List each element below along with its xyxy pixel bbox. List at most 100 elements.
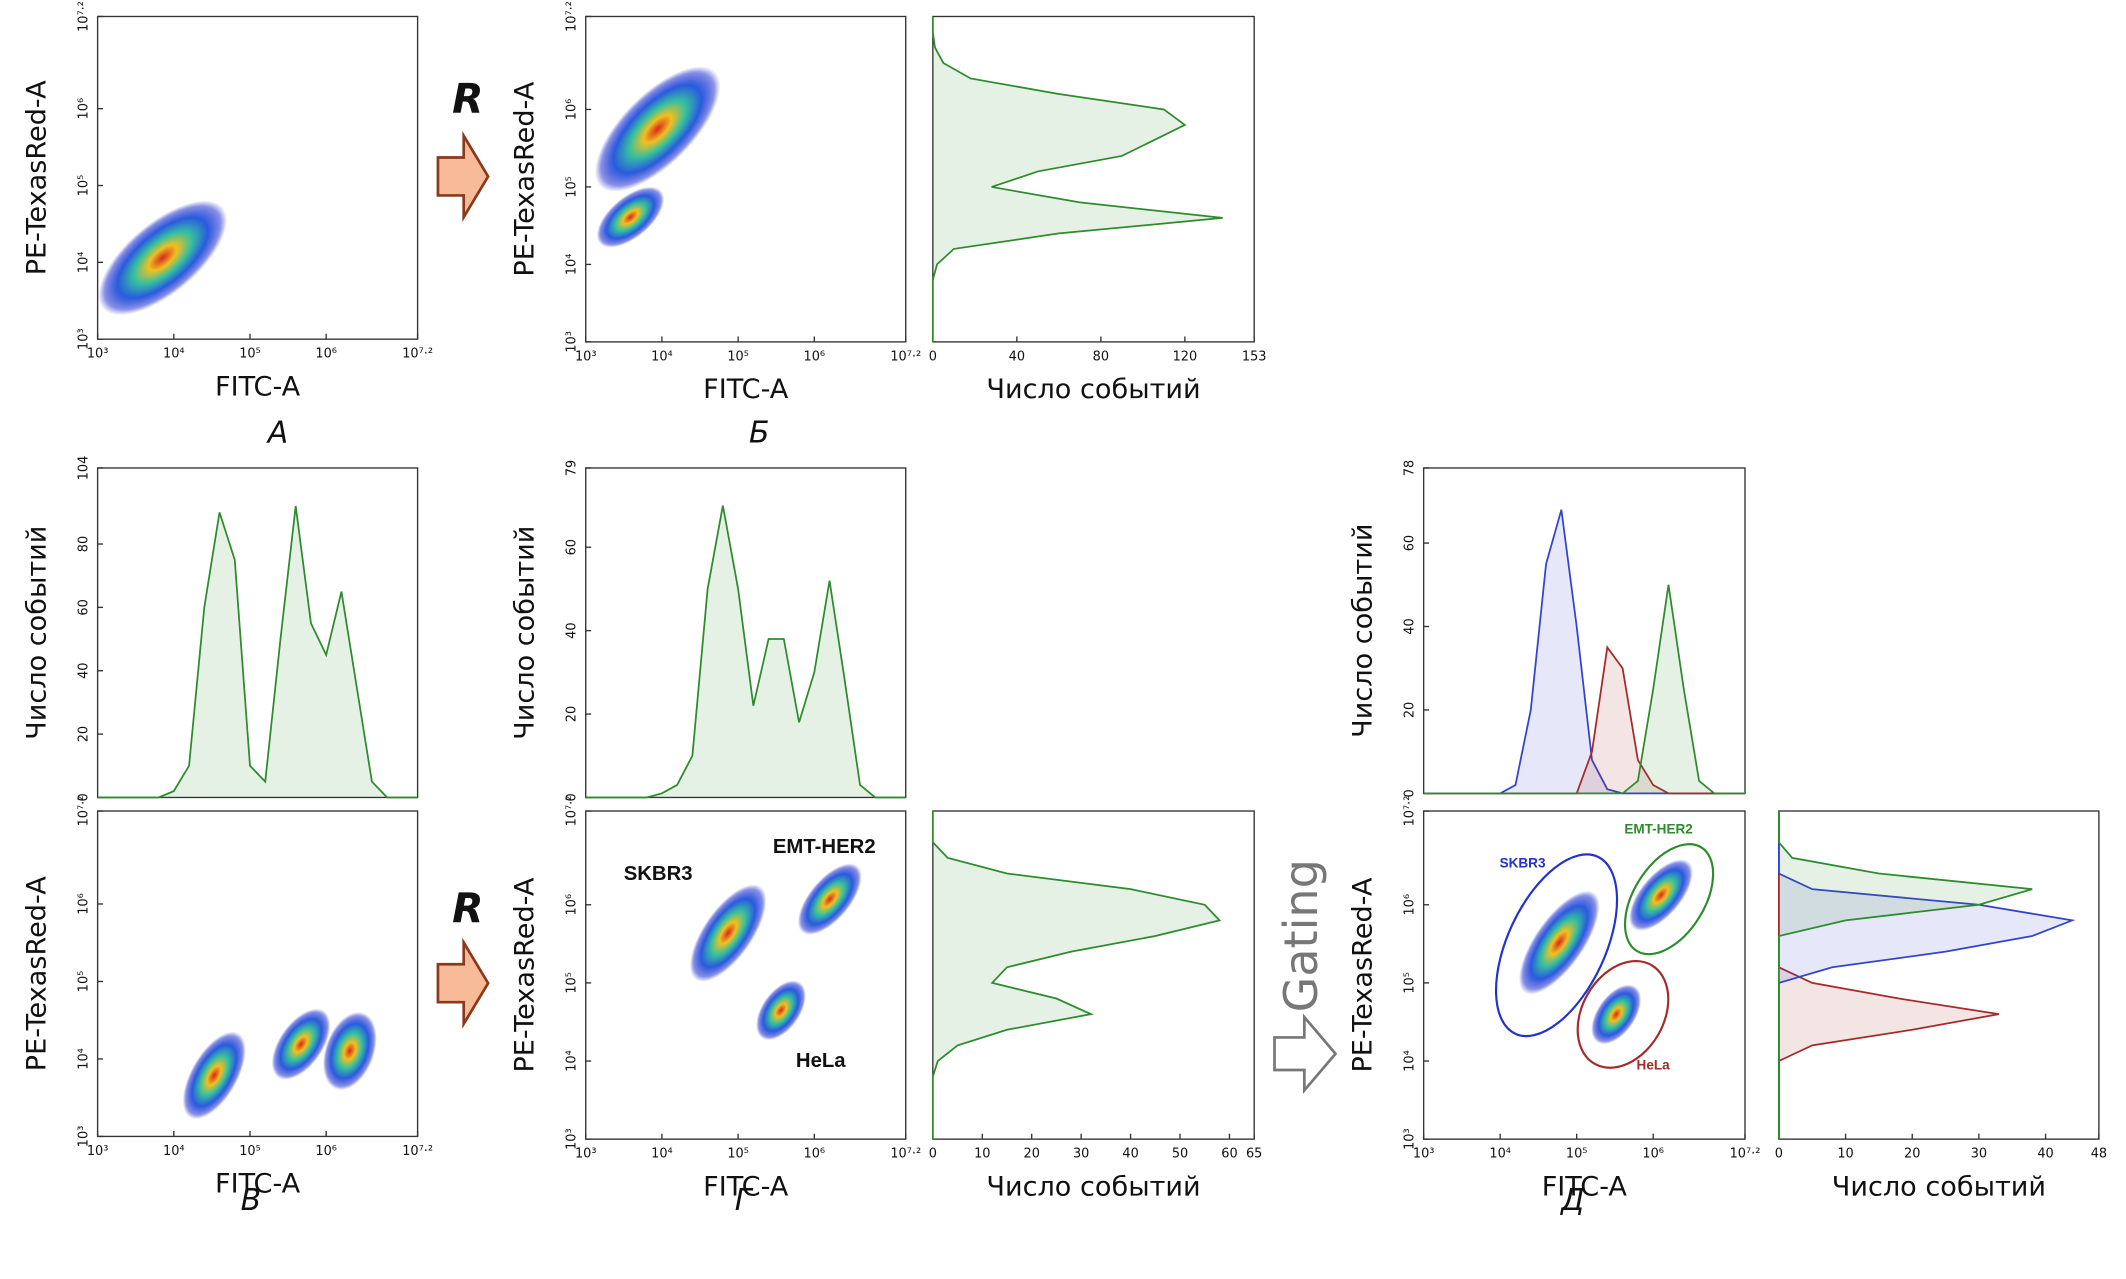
plot-frame (96, 810, 419, 1138)
x-tick-label: 10⁵ (239, 347, 261, 362)
x-tick-label: 30 (1971, 1147, 1987, 1162)
x-tick-label: 48 (2091, 1147, 2107, 1162)
x-tick-label: 120 (1173, 349, 1198, 364)
y-tick-label: 10³ (565, 1128, 580, 1150)
histogram-area (1423, 509, 1746, 794)
y-tick-label: 0 (1403, 789, 1418, 797)
panel-label: А (266, 416, 288, 451)
charts: 10³ 10⁴ 10⁵ 10⁶ 10⁷·² 10³ 10⁴ 10⁵ 10⁶ 10⁷·² FITC-A… (21, 1, 2107, 1202)
histogram-area (1423, 584, 1746, 794)
x-tick-label: 20 (1904, 1147, 1920, 1162)
plot-frame (585, 467, 907, 799)
x-tick-label: 0 (929, 349, 937, 364)
y-axis-label: PE-TexasRed-A (510, 81, 541, 276)
x-tick-label: 30 (1073, 1147, 1089, 1162)
x-tick-label: 10⁶ (315, 347, 337, 362)
x-tick-label: 40 (2037, 1147, 2053, 1162)
histogram-line (1423, 584, 1746, 795)
panel-label: Г (735, 1183, 754, 1218)
density-cloud (596, 186, 665, 248)
density-cloud (98, 200, 228, 316)
y-tick-label: 10⁴ (77, 1048, 92, 1070)
cluster-label: SKBR3 (1500, 855, 1546, 870)
y-tick-label: 10⁶ (1403, 894, 1418, 916)
y-tick-label: 10⁵ (1403, 972, 1418, 994)
y-tick-label: 10³ (77, 328, 92, 350)
x-tick-label: 10⁴ (651, 349, 673, 364)
plot-frame (932, 15, 1255, 343)
cluster-label: EMT-HER2 (1624, 822, 1692, 837)
histogram-line (931, 16, 1223, 342)
y-axis-label: PE-TexasRed-A (510, 877, 541, 1072)
histogram-line (585, 505, 906, 799)
density-cloud (182, 1031, 246, 1120)
y-tick-label: 0 (565, 793, 580, 801)
y-tick-label: 10⁶ (77, 98, 92, 120)
y-tick-label: 10⁶ (565, 894, 580, 916)
y-tick-label: 10⁷·² (565, 1, 580, 32)
y-tick-label: 20 (1403, 702, 1418, 718)
density-cloud (271, 1008, 331, 1080)
y-tick-label: 10⁵ (77, 971, 92, 993)
y-tick-label: 60 (77, 599, 92, 615)
histogram-area (932, 16, 1223, 342)
x-tick-label: 10³ (87, 1144, 109, 1159)
x-tick-label: 40 (1122, 1147, 1138, 1162)
panel-label: Д (1559, 1183, 1584, 1218)
x-axis-label: FITC-A (703, 374, 789, 405)
histogram-area (1778, 811, 2033, 1140)
panel-label: В (241, 1183, 261, 1218)
x-axis-label: Число событий (1832, 1171, 2046, 1202)
x-tick-label: 10⁷·² (402, 1144, 433, 1159)
x-tick-label: 10³ (575, 349, 597, 364)
y-axis-label: PE-TexasRed-A (21, 876, 52, 1071)
y-axis-label: Число событий (21, 526, 52, 740)
x-tick-label: 80 (1093, 349, 1109, 364)
plot-frame (585, 810, 907, 1140)
plot-frame (932, 810, 1255, 1140)
y-axis-label: Число событий (1348, 524, 1379, 738)
arrow (436, 130, 490, 223)
x-tick-label: 10⁴ (163, 1144, 185, 1159)
gate (1576, 959, 1670, 1069)
x-tick-label: 0 (929, 1147, 937, 1162)
x-tick-label: 10⁷·² (890, 349, 921, 364)
y-tick-label: 10⁵ (77, 175, 92, 197)
gate (1623, 843, 1715, 956)
gate (1494, 853, 1619, 1038)
y-tick-label: 10³ (77, 1126, 92, 1148)
y-tick-label: 10⁴ (77, 252, 92, 274)
x-tick-label: 20 (1024, 1147, 1040, 1162)
y-tick-label: 10³ (1403, 1128, 1418, 1150)
x-tick-label: 65 (1246, 1147, 1262, 1162)
y-tick-label: 79 (565, 460, 580, 476)
y-tick-label: 60 (1403, 535, 1418, 551)
y-tick-label: 10⁷·² (77, 796, 92, 827)
y-tick-label: 10⁵ (565, 972, 580, 994)
y-axis-label: PE-TexasRed-A (21, 80, 52, 275)
density-cloud (1591, 984, 1642, 1045)
arrow-label: Gating (1274, 859, 1328, 1012)
y-tick-label: 10⁴ (1403, 1050, 1418, 1072)
y-tick-label: 10⁷·² (77, 1, 92, 32)
arrow (1273, 1013, 1338, 1095)
x-tick-label: 60 (1221, 1147, 1237, 1162)
arrow (436, 937, 490, 1029)
x-tick-label: 10⁶ (315, 1144, 337, 1159)
y-tick-label: 10⁵ (565, 176, 580, 198)
x-tick-label: 10³ (575, 1147, 597, 1162)
y-tick-label: 10⁶ (565, 99, 580, 121)
y-tick-label: 60 (565, 539, 580, 555)
x-tick-label: 153 (1242, 349, 1267, 364)
x-tick-label: 10³ (1413, 1147, 1435, 1162)
cluster-label: HeLa (1637, 1057, 1671, 1072)
x-axis-label: FITC-A (1542, 1171, 1628, 1202)
plot-frame (96, 467, 419, 799)
x-tick-label: 10⁴ (1489, 1147, 1511, 1162)
x-tick-label: 10⁶ (804, 1147, 826, 1162)
density-cloud (594, 66, 721, 192)
y-tick-label: 10⁴ (565, 254, 580, 276)
x-tick-label: 0 (1775, 1147, 1783, 1162)
x-tick-label: 10⁶ (1642, 1147, 1664, 1162)
y-tick-label: 20 (77, 726, 92, 742)
